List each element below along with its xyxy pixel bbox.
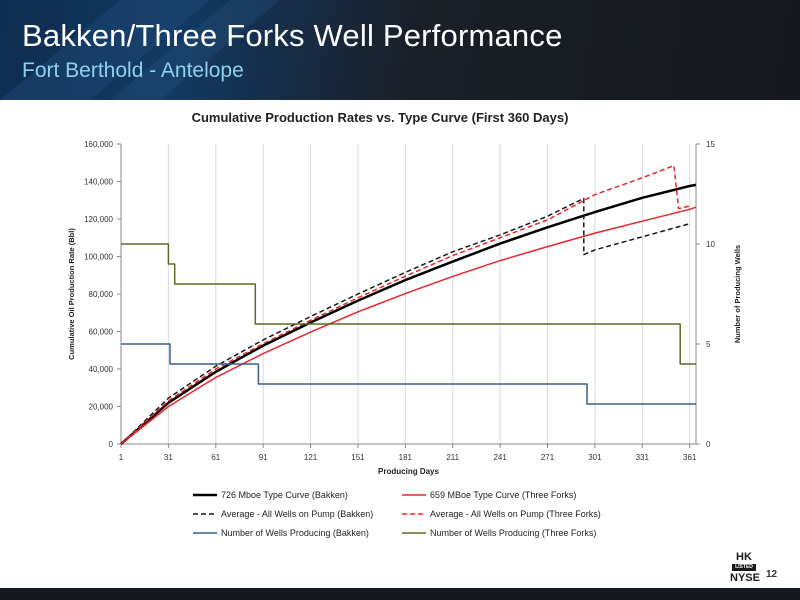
- series-line-659-mboe-type-curve-three-forks: [120, 206, 697, 445]
- y-tick-label: 160,000: [84, 140, 113, 149]
- y2-tick-label: 10: [706, 240, 715, 249]
- x-tick-label: 181: [399, 453, 413, 462]
- y-tick-label: 0: [109, 440, 114, 449]
- y-tick-label: 120,000: [84, 215, 113, 224]
- x-axis-label: Producing Days: [378, 467, 439, 476]
- legend-label: Number of Wells Producing (Three Forks): [430, 528, 596, 538]
- x-tick-label: 211: [446, 453, 459, 462]
- y-tick-label: 140,000: [84, 178, 113, 187]
- series-line-number-of-wells-producing-bakken: [121, 343, 696, 405]
- y2-tick-label: 0: [706, 440, 711, 449]
- legend-label: Average - All Wells on Pump (Bakken): [221, 509, 373, 519]
- legend-label: 726 Mboe Type Curve (Bakken): [221, 490, 348, 500]
- x-tick-label: 91: [259, 453, 268, 462]
- production-chart: Cumulative Production Rates vs. Type Cur…: [67, 110, 742, 538]
- page-number: 12: [766, 569, 778, 580]
- y-tick-label: 60,000: [89, 328, 114, 337]
- series-line-726-mboe-type-curve-bakken: [120, 183, 697, 445]
- x-tick-label: 241: [493, 453, 507, 462]
- title-banner: Bakken/Three Forks Well Performance Fort…: [0, 0, 800, 100]
- nyse-listed-logo: HK LISTED NYSE: [730, 551, 760, 584]
- y-tick-label: 40,000: [89, 365, 114, 374]
- slide-title: Bakken/Three Forks Well Performance: [22, 18, 563, 53]
- y-tick-label: 80,000: [89, 290, 114, 299]
- series-line-average-all-wells-on-pump-bakken: [120, 197, 690, 445]
- x-tick-label: 301: [588, 453, 602, 462]
- y-axis-label: Cumulative Oil Production Rate (Bbl): [67, 228, 76, 360]
- y2-tick-label: 15: [706, 140, 715, 149]
- y2-tick-label: 5: [706, 340, 711, 349]
- legend-label: Number of Wells Producing (Bakken): [221, 528, 369, 538]
- legend-label: 659 MBoe Type Curve (Three Forks): [430, 490, 576, 500]
- y-tick-label: 20,000: [89, 403, 114, 412]
- series-line-number-of-wells-producing-three-forks: [121, 243, 696, 365]
- x-tick-label: 1: [119, 453, 124, 462]
- y-tick-label: 100,000: [84, 253, 113, 262]
- x-tick-label: 271: [541, 453, 555, 462]
- logo-ticker: HK: [736, 551, 752, 563]
- x-tick-label: 331: [636, 453, 650, 462]
- series-line-average-all-wells-on-pump-three-forks: [120, 164, 690, 445]
- logo-exchange: NYSE: [730, 572, 760, 584]
- x-tick-label: 121: [304, 453, 318, 462]
- x-tick-label: 151: [351, 453, 365, 462]
- legend-label: Average - All Wells on Pump (Three Forks…: [430, 509, 601, 519]
- banner-stripe: [0, 0, 280, 100]
- footer-bar: [0, 588, 800, 600]
- chart-title: Cumulative Production Rates vs. Type Cur…: [192, 110, 569, 125]
- y2-axis-label: Number of Producing Wells: [733, 245, 742, 343]
- x-tick-label: 31: [164, 453, 173, 462]
- slide-subtitle: Fort Berthold - Antelope: [22, 59, 244, 82]
- x-tick-label: 61: [211, 453, 220, 462]
- logo-listed: LISTED: [732, 564, 756, 571]
- x-tick-label: 361: [683, 453, 697, 462]
